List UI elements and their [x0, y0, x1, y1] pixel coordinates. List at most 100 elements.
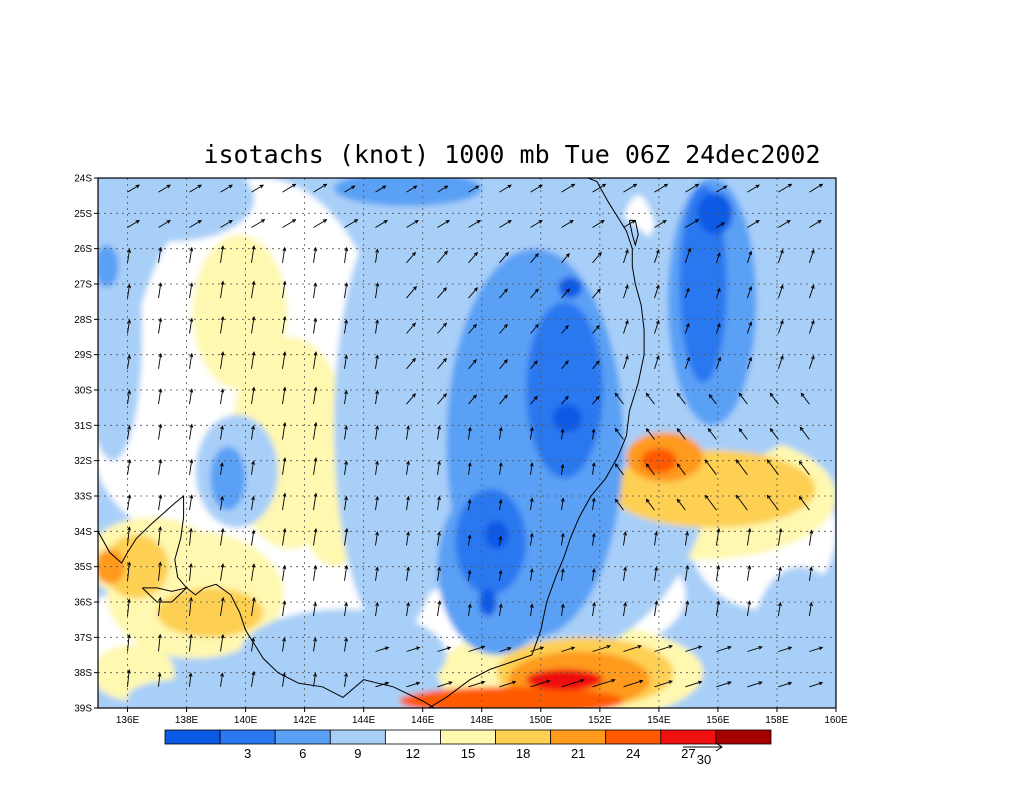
wind-vector — [468, 359, 477, 370]
field-contour — [679, 185, 727, 383]
wind-vector — [614, 427, 624, 440]
wind-vector — [344, 601, 348, 617]
wind-vector — [684, 287, 690, 299]
colorbar-swatch — [274, 729, 331, 745]
wind-vector — [251, 315, 256, 334]
colorbar: 3 6 9 12 15 18 21 24 27 — [164, 729, 772, 761]
wind-vector — [375, 354, 379, 369]
wind-vector — [127, 283, 132, 299]
wind-vector — [654, 566, 658, 581]
wind-vector — [282, 351, 287, 369]
wind-vector — [766, 494, 779, 511]
wind-vector — [654, 600, 659, 617]
wind-vector — [313, 386, 318, 405]
wind-vector — [468, 680, 486, 688]
wind-vector — [777, 319, 784, 334]
colorbar-label: 21 — [571, 746, 585, 761]
wind-vector — [561, 395, 569, 405]
x-tick-label: 140E — [234, 715, 258, 726]
wind-vector — [715, 527, 721, 546]
field-contour — [157, 587, 264, 638]
wind-vector — [219, 462, 224, 475]
wind-vector — [561, 219, 574, 228]
wind-vector — [282, 637, 286, 652]
wind-vector — [591, 428, 596, 440]
y-tick-label: 32S — [74, 456, 92, 467]
wind-vector — [220, 184, 233, 193]
wind-vector — [798, 495, 810, 511]
wind-vector — [437, 250, 448, 264]
wind-vector — [313, 527, 318, 546]
wind-vector — [769, 392, 779, 405]
colorbar-label: 9 — [354, 746, 361, 761]
colorbar-label: 27 — [681, 746, 695, 761]
wind-vector — [778, 681, 793, 688]
wind-vector — [189, 317, 194, 334]
wind-vector — [530, 288, 539, 299]
wind-vector — [654, 531, 658, 546]
wind-vector — [127, 425, 132, 440]
wind-vector — [344, 185, 356, 193]
wind-vector — [530, 219, 543, 228]
x-tick-label: 142E — [293, 715, 317, 726]
wind-vector — [313, 601, 317, 617]
field-contour — [558, 276, 583, 299]
wind-vector — [220, 633, 225, 652]
wind-vector — [158, 282, 163, 299]
wind-vector — [498, 426, 503, 440]
wind-vector — [467, 498, 472, 511]
wind-vector — [747, 219, 760, 228]
wind-vector — [189, 282, 194, 299]
wind-vector — [313, 183, 328, 193]
wind-vector — [189, 563, 193, 581]
colorbar-swatch — [440, 729, 496, 745]
wind-vector — [778, 183, 793, 193]
wind-vector — [158, 561, 163, 581]
wind-vector — [498, 603, 503, 617]
wind-vector — [654, 219, 667, 228]
wind-vector — [561, 360, 569, 370]
wind-vector — [684, 356, 691, 369]
field-contour — [484, 520, 509, 549]
wind-vector — [468, 323, 477, 334]
wind-vector — [344, 564, 349, 581]
wind-vector — [592, 219, 605, 228]
wind-vector — [406, 601, 410, 617]
wind-vector — [220, 563, 225, 581]
wind-vector — [592, 324, 600, 334]
wind-vector — [530, 184, 543, 193]
wind-vector — [685, 183, 700, 193]
wind-vector — [676, 392, 686, 405]
wind-vector — [676, 498, 686, 511]
wind-vector — [798, 460, 810, 476]
wind-vector — [747, 184, 760, 193]
wind-vector — [467, 462, 472, 475]
wind-vector — [591, 497, 596, 511]
wind-vector — [529, 603, 534, 617]
wind-vector — [189, 633, 193, 652]
wind-vector — [127, 633, 131, 652]
coastline — [98, 178, 645, 708]
field-contour — [697, 192, 733, 235]
y-tick-label: 25S — [74, 209, 92, 220]
y-tick-label: 31S — [74, 421, 92, 432]
wind-vector — [645, 392, 655, 405]
wind-vector — [746, 250, 753, 263]
wind-vector — [158, 317, 163, 334]
y-tick-label: 29S — [74, 350, 92, 361]
wind-vector — [623, 219, 636, 228]
wind-vector — [498, 569, 503, 581]
wind-vector — [808, 601, 813, 617]
wind-vector — [592, 288, 601, 299]
wind-vector — [468, 219, 482, 228]
colorbar-swatch — [384, 729, 441, 745]
wind-vector — [623, 566, 627, 581]
wind-vector — [406, 531, 410, 546]
wind-vector — [684, 564, 690, 581]
wind-vector — [251, 529, 256, 546]
colorbar-swatch — [715, 729, 772, 745]
wind-vector — [406, 495, 410, 511]
wind-vector — [530, 323, 539, 334]
wind-vector — [591, 532, 596, 546]
wind-vector — [746, 285, 753, 299]
